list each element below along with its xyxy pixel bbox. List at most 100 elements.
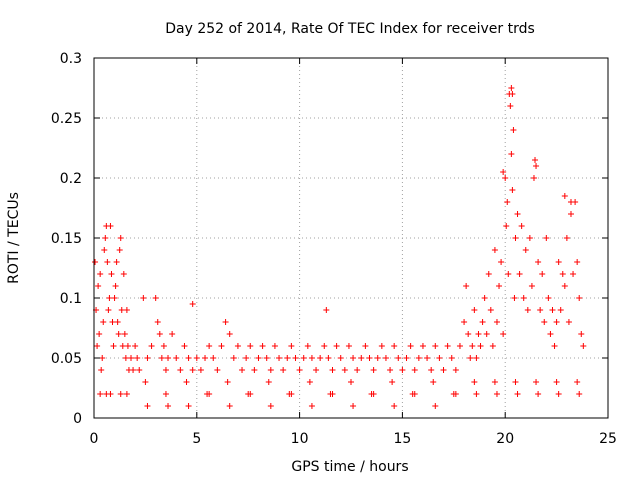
data-point: [516, 271, 523, 277]
x-tick-label: 0: [90, 431, 99, 447]
data-point: [533, 379, 540, 385]
data-point: [329, 391, 336, 397]
data-point: [551, 343, 558, 349]
data-point: [226, 403, 233, 409]
data-point: [541, 319, 548, 325]
data-point: [165, 403, 172, 409]
data-point: [243, 355, 250, 361]
data-point: [96, 331, 103, 337]
data-point: [567, 199, 574, 205]
data-point: [493, 319, 500, 325]
data-point: [574, 259, 581, 265]
data-point: [206, 343, 213, 349]
x-axis-label: GPS time / hours: [291, 459, 408, 475]
x-tick-label: 5: [192, 431, 201, 447]
data-point: [491, 247, 498, 253]
data-point: [337, 355, 344, 361]
data-point: [255, 355, 262, 361]
data-point: [308, 403, 315, 409]
data-point: [508, 151, 515, 157]
data-point: [505, 271, 512, 277]
data-point: [152, 295, 159, 301]
data-points: [92, 85, 587, 409]
data-point: [395, 355, 402, 361]
data-point: [496, 283, 503, 289]
data-point: [479, 319, 486, 325]
data-point: [259, 343, 266, 349]
data-point: [317, 355, 324, 361]
data-point: [549, 307, 556, 313]
data-point: [117, 391, 124, 397]
data-point: [142, 379, 149, 385]
data-point: [304, 343, 311, 349]
data-point: [570, 271, 577, 277]
data-point: [471, 379, 478, 385]
data-point: [467, 355, 474, 361]
data-point: [124, 343, 131, 349]
data-point: [378, 343, 385, 349]
data-point: [407, 343, 414, 349]
data-point: [553, 379, 560, 385]
data-point: [97, 271, 104, 277]
data-point: [509, 91, 516, 97]
data-point: [121, 331, 128, 337]
data-point: [485, 271, 492, 277]
data-point: [128, 355, 135, 361]
data-point: [300, 355, 307, 361]
data-point: [107, 223, 114, 229]
data-point: [247, 343, 254, 349]
data-point: [461, 319, 468, 325]
data-point: [576, 295, 583, 301]
data-point: [154, 319, 161, 325]
data-point: [469, 343, 476, 349]
data-point: [162, 367, 169, 373]
data-point: [263, 355, 270, 361]
data-point: [276, 355, 283, 361]
data-point: [177, 367, 184, 373]
data-point: [370, 391, 377, 397]
data-point: [267, 403, 274, 409]
data-point: [101, 247, 108, 253]
data-point: [533, 163, 540, 169]
data-point: [156, 331, 163, 337]
data-point: [430, 379, 437, 385]
y-axis-label: ROTI / TECUs: [6, 192, 22, 284]
data-point: [108, 271, 115, 277]
data-point: [109, 319, 116, 325]
data-point: [507, 103, 514, 109]
y-tick-label: 0.3: [60, 51, 82, 67]
data-point: [512, 235, 519, 241]
data-point: [463, 283, 470, 289]
data-point: [181, 343, 188, 349]
data-point: [99, 355, 106, 361]
data-point: [313, 367, 320, 373]
data-point: [511, 295, 518, 301]
data-point: [136, 367, 143, 373]
data-point: [555, 259, 562, 265]
data-point: [561, 283, 568, 289]
data-point: [403, 355, 410, 361]
data-point: [557, 307, 564, 313]
data-point: [132, 343, 139, 349]
data-point: [115, 331, 122, 337]
data-point: [308, 355, 315, 361]
data-point: [169, 331, 176, 337]
data-point: [165, 355, 172, 361]
data-point: [565, 319, 572, 325]
data-point: [218, 343, 225, 349]
y-tick-label: 0.1: [60, 291, 82, 307]
data-point: [185, 355, 192, 361]
data-point: [173, 355, 180, 361]
data-point: [123, 307, 130, 313]
data-point: [98, 367, 105, 373]
data-point: [230, 355, 237, 361]
data-point: [502, 175, 509, 181]
data-point: [535, 391, 542, 397]
data-point: [580, 343, 587, 349]
data-point: [118, 307, 125, 313]
data-point: [491, 379, 498, 385]
data-point: [323, 307, 330, 313]
data-point: [504, 199, 511, 205]
data-point: [94, 343, 101, 349]
